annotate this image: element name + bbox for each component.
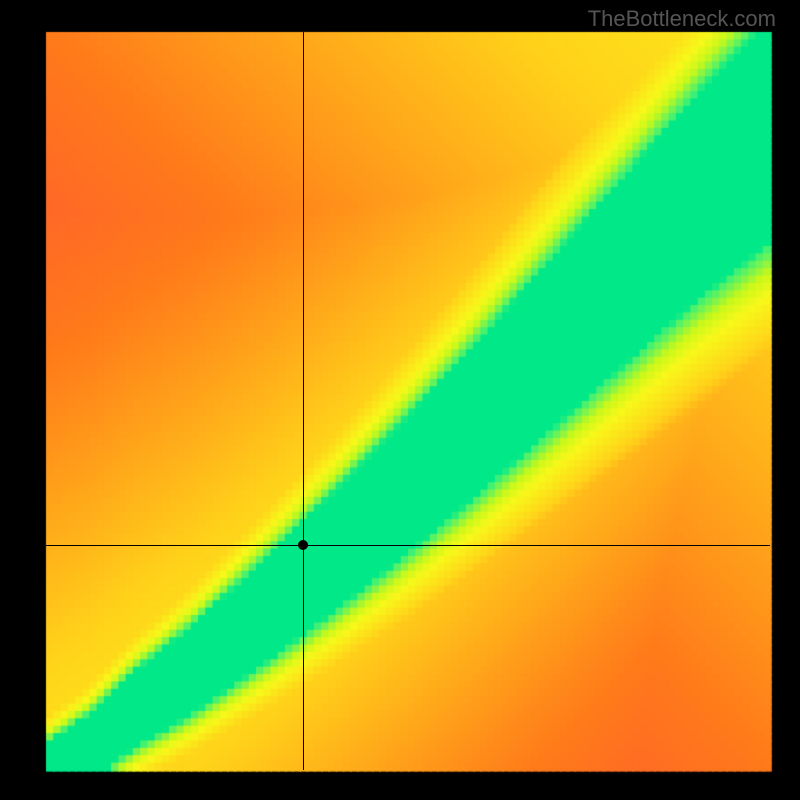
watermark-text: TheBottleneck.com <box>588 6 776 32</box>
heatmap-canvas <box>0 0 800 800</box>
chart-container: TheBottleneck.com <box>0 0 800 800</box>
